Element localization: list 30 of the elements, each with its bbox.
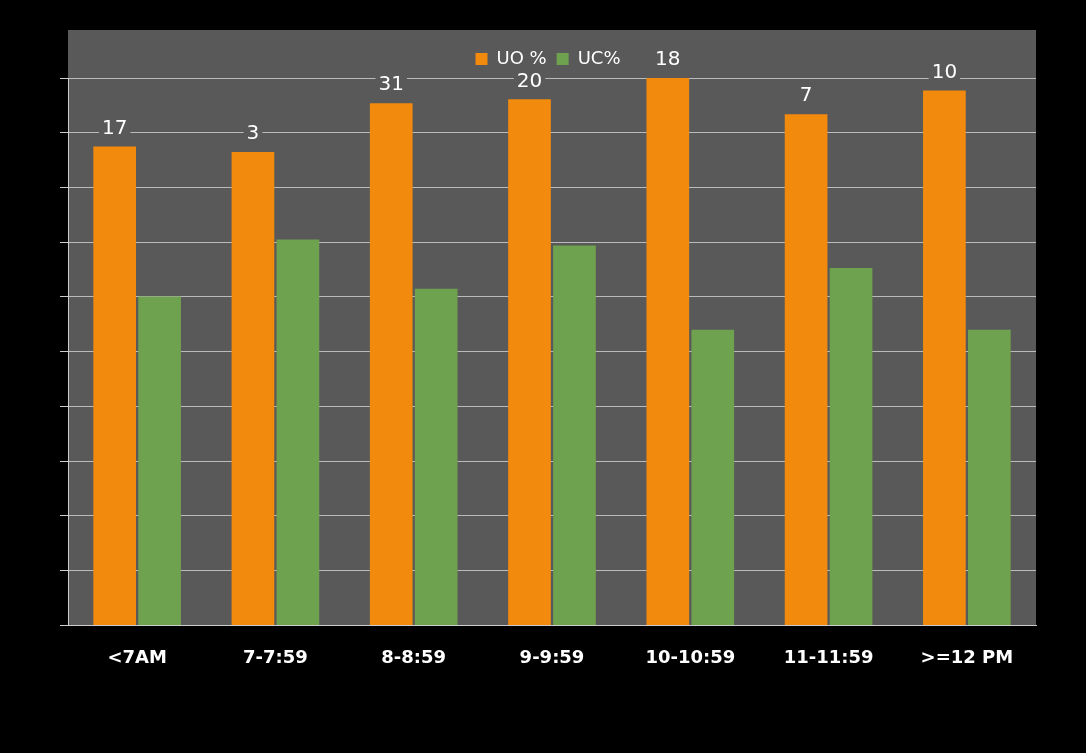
bar [231, 151, 275, 625]
annotation: 31 [378, 71, 404, 96]
annotation: 3 [246, 120, 260, 145]
x-tick-label: <7AM [107, 645, 167, 667]
x-tick-label: 7-7:59 [243, 645, 308, 667]
bar [553, 245, 596, 625]
bar [923, 90, 966, 625]
bar [276, 239, 320, 625]
legend-label: UC% [577, 46, 621, 68]
bar [967, 329, 1011, 625]
x-tick-label: 10-10:59 [645, 645, 736, 667]
bar [829, 267, 873, 625]
bar [691, 329, 735, 625]
bar [369, 103, 413, 625]
bar [93, 146, 137, 625]
annotation: 17 [101, 114, 128, 139]
x-tick-label: 8-8:59 [381, 645, 447, 667]
bar [784, 114, 828, 625]
annotation: 10 [931, 58, 958, 83]
x-tick-label: 11-11:59 [783, 645, 874, 667]
x-tick-label: >=12 PM [920, 645, 1014, 667]
bar [414, 288, 458, 625]
bar [646, 78, 690, 625]
bar [138, 296, 181, 625]
bar [508, 99, 551, 625]
legend-label: UO % [496, 46, 547, 68]
annotation: 18 [655, 46, 681, 71]
annotation: 20 [516, 67, 543, 92]
annotation: 7 [799, 82, 813, 107]
x-tick-label: 9-9:59 [519, 645, 585, 667]
